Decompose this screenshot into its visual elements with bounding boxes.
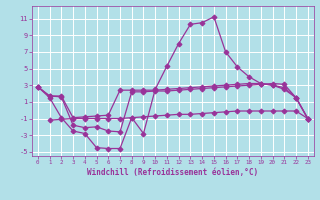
- X-axis label: Windchill (Refroidissement éolien,°C): Windchill (Refroidissement éolien,°C): [87, 168, 258, 177]
